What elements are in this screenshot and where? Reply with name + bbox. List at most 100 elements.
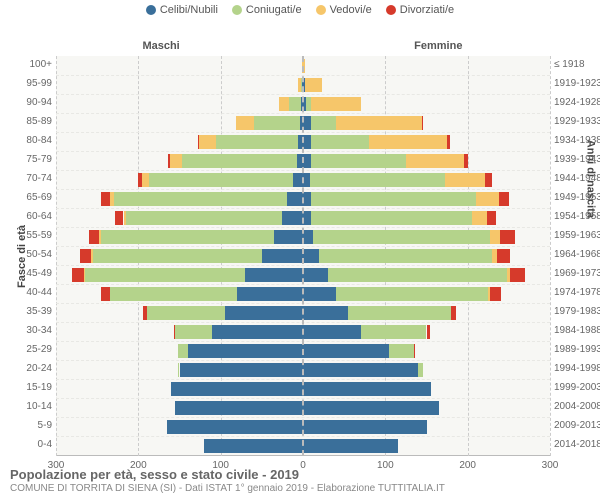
legend-swatch bbox=[232, 5, 242, 15]
bar-segment-female bbox=[303, 268, 328, 282]
age-label: 75-79 bbox=[22, 154, 52, 165]
bar-segment-female bbox=[464, 154, 468, 168]
gridline bbox=[56, 56, 57, 456]
bar-segment-female bbox=[311, 211, 472, 225]
legend-swatch bbox=[146, 5, 156, 15]
age-label: 5-9 bbox=[22, 420, 52, 431]
bar-segment-female bbox=[311, 154, 406, 168]
birth-year-label: 1919-1923 bbox=[554, 78, 600, 89]
birth-year-label: 1994-1998 bbox=[554, 363, 600, 374]
bar-segment-male bbox=[204, 439, 303, 453]
bar-segment-male bbox=[149, 173, 293, 187]
bar-segment-male bbox=[80, 249, 92, 263]
bar-segment-female bbox=[313, 230, 490, 244]
bar-segment-female bbox=[303, 325, 361, 339]
bar-segment-female bbox=[336, 116, 422, 130]
birth-year-label: 1929-1933 bbox=[554, 116, 600, 127]
bar-segment-male bbox=[138, 173, 143, 187]
bar-segment-female bbox=[427, 325, 430, 339]
bar-segment-male bbox=[126, 211, 282, 225]
bar-segment-male bbox=[199, 135, 215, 149]
bar-segment-female bbox=[348, 306, 451, 320]
bar-segment-male bbox=[174, 325, 176, 339]
birth-year-label: 1969-1973 bbox=[554, 268, 600, 279]
legend-swatch bbox=[316, 5, 326, 15]
bar-segment-male bbox=[182, 154, 297, 168]
x-tick: 300 bbox=[542, 460, 559, 471]
bar-segment-female bbox=[445, 173, 485, 187]
bar-segment-male bbox=[188, 344, 303, 358]
bar-segment-female bbox=[500, 230, 515, 244]
legend-label: Coniugati/e bbox=[246, 4, 302, 16]
bar-segment-male bbox=[245, 268, 303, 282]
birth-year-label: 2014-2018 bbox=[554, 439, 600, 450]
bar-segment-female bbox=[303, 363, 418, 377]
bar-segment-female bbox=[311, 97, 360, 111]
bar-segment-male bbox=[84, 268, 85, 282]
legend-label: Divorziati/e bbox=[400, 4, 454, 16]
birth-year-label: 1964-1968 bbox=[554, 249, 600, 260]
birth-year-label: 1944-1948 bbox=[554, 173, 600, 184]
age-label: 25-29 bbox=[22, 344, 52, 355]
chart-source: COMUNE DI TORRITA DI SIENA (SI) - Dati I… bbox=[10, 483, 445, 494]
bar-segment-male bbox=[115, 211, 123, 225]
column-header-female: Femmine bbox=[414, 40, 462, 52]
legend-label: Celibi/Nubili bbox=[160, 4, 218, 16]
bar-segment-male bbox=[93, 249, 262, 263]
bar-segment-female bbox=[490, 287, 502, 301]
bar-segment-male bbox=[99, 230, 101, 244]
bar-segment-male bbox=[279, 97, 289, 111]
bar-segment-male bbox=[274, 230, 303, 244]
bar-segment-female bbox=[414, 344, 415, 358]
bar-segment-male bbox=[124, 211, 126, 225]
bar-segment-female bbox=[476, 192, 499, 206]
bar-segment-male bbox=[85, 268, 246, 282]
bar-segment-male bbox=[167, 420, 303, 434]
legend: Celibi/Nubili Coniugati/e Vedovi/e Divorzia… bbox=[0, 0, 600, 18]
bar-segment-male bbox=[298, 78, 300, 92]
legend-item: Celibi/Nubili bbox=[146, 4, 218, 16]
bar-segment-male bbox=[212, 325, 303, 339]
birth-year-label: 2004-2008 bbox=[554, 401, 600, 412]
bar-segment-male bbox=[289, 97, 301, 111]
bar-segment-female bbox=[485, 173, 492, 187]
bar-segment-female bbox=[310, 173, 446, 187]
age-label: 40-44 bbox=[22, 287, 52, 298]
bar-segment-female bbox=[497, 249, 510, 263]
bar-segment-female bbox=[311, 116, 336, 130]
center-line bbox=[302, 56, 304, 456]
age-label: 90-94 bbox=[22, 97, 52, 108]
age-label: 50-54 bbox=[22, 249, 52, 260]
bar-segment-male bbox=[282, 211, 303, 225]
bar-segment-female bbox=[389, 344, 414, 358]
bar-segment-male bbox=[168, 154, 170, 168]
bar-segment-male bbox=[114, 192, 287, 206]
bar-segment-female bbox=[303, 211, 311, 225]
bar-segment-female bbox=[369, 135, 447, 149]
footer: Popolazione per età, sesso e stato civil… bbox=[10, 467, 445, 494]
bar-segment-female bbox=[303, 249, 319, 263]
bar-segment-female bbox=[303, 306, 348, 320]
age-label: 20-24 bbox=[22, 363, 52, 374]
legend-label: Vedovi/e bbox=[330, 4, 372, 16]
bar-segment-male bbox=[110, 192, 114, 206]
bar-segment-female bbox=[328, 268, 507, 282]
bar-segment-male bbox=[89, 230, 99, 244]
bar-segment-male bbox=[101, 230, 274, 244]
bar-segment-male bbox=[262, 249, 303, 263]
bar-segment-female bbox=[311, 135, 369, 149]
bar-segment-female bbox=[451, 306, 456, 320]
bar-segment-female bbox=[422, 116, 423, 130]
bar-segment-male bbox=[170, 154, 182, 168]
birth-year-label: 2009-2013 bbox=[554, 420, 600, 431]
bar-segment-female bbox=[487, 211, 497, 225]
bar-segment-female bbox=[490, 230, 500, 244]
birth-year-label: 1934-1938 bbox=[554, 135, 600, 146]
legend-item: Divorziati/e bbox=[386, 4, 454, 16]
column-header-male: Maschi bbox=[142, 40, 179, 52]
birth-year-label: ≤ 1918 bbox=[554, 59, 600, 70]
birth-year-label: 1959-1963 bbox=[554, 230, 600, 241]
bar-segment-female bbox=[303, 135, 311, 149]
age-label: 80-84 bbox=[22, 135, 52, 146]
bar-segment-male bbox=[178, 363, 180, 377]
